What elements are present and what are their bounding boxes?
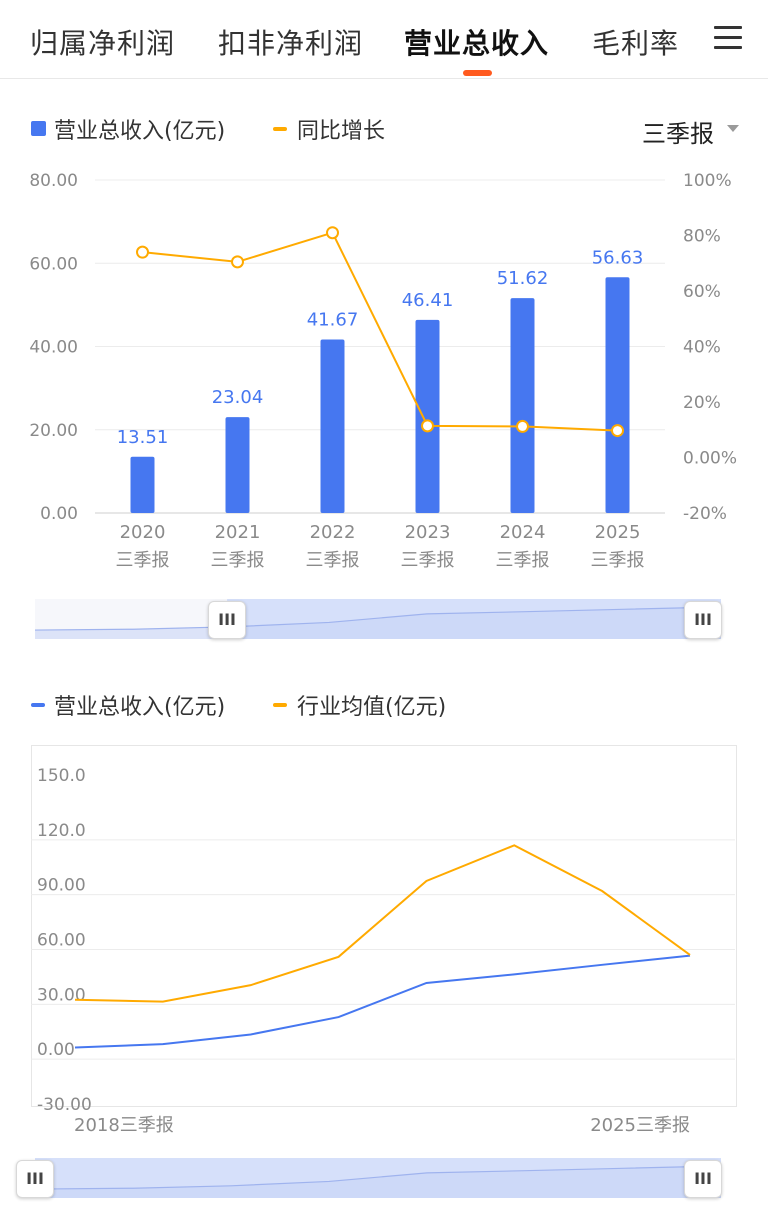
legend-revenue-line[interactable]: 营业总收入(亿元) bbox=[54, 695, 226, 720]
y-axis-tick-label: 30.00 bbox=[37, 985, 86, 1005]
x-axis-period-label: 三季报 bbox=[401, 550, 455, 571]
slider-area bbox=[35, 1166, 721, 1198]
bar-value-label: 41.67 bbox=[307, 310, 359, 331]
tab-deducted-net-profit[interactable]: 扣非净利润 bbox=[218, 27, 364, 60]
x-axis-period-label: 三季报 bbox=[496, 550, 550, 571]
revenue-bar bbox=[130, 456, 155, 513]
bar-value-label: 13.51 bbox=[117, 427, 169, 448]
period-select[interactable]: 三季报 bbox=[642, 120, 714, 148]
growth-point bbox=[611, 424, 624, 438]
y-axis-tick-label: 60.00 bbox=[37, 931, 86, 951]
bar-value-label: 56.63 bbox=[592, 247, 644, 268]
growth-point bbox=[421, 419, 434, 433]
line-chart-frame bbox=[31, 745, 737, 1107]
legend-growth-swatch bbox=[273, 127, 287, 131]
revenue-line bbox=[74, 954, 691, 1049]
right-axis-tick-label: 60% bbox=[683, 282, 721, 302]
slider-line bbox=[35, 606, 721, 631]
x-axis-year-label: 2020 bbox=[120, 522, 166, 543]
x-axis-year-label: 2025 bbox=[595, 522, 641, 543]
slider-preview bbox=[35, 1158, 721, 1198]
x-axis-year-label: 2023 bbox=[405, 522, 451, 543]
slider-handle-right[interactable]: III bbox=[684, 1160, 722, 1198]
legend-revenue-line-swatch bbox=[31, 703, 45, 707]
right-axis-tick-label: 80% bbox=[683, 227, 721, 247]
growth-point bbox=[516, 419, 529, 433]
growth-point bbox=[136, 245, 149, 259]
revenue-vs-industry-line-chart: -30.00 0.00 30.00 60.00 90.00 120.0 150.0 2018三… bbox=[31, 766, 735, 1136]
slider-handle-left[interactable]: III bbox=[16, 1160, 54, 1198]
revenue-bar bbox=[225, 417, 250, 513]
slider-handle-right[interactable]: III bbox=[684, 601, 722, 639]
bar-value-label: 23.04 bbox=[212, 387, 264, 408]
growth-point bbox=[326, 226, 339, 240]
revenue-bar bbox=[415, 319, 440, 513]
y-axis-tick-label: 120.0 bbox=[37, 821, 86, 841]
bar-value-label: 46.41 bbox=[402, 290, 454, 311]
legend-revenue[interactable]: 营业总收入(亿元) bbox=[54, 119, 226, 144]
growth-line bbox=[142, 231, 618, 432]
tab-total-revenue[interactable]: 营业总收入 bbox=[404, 27, 550, 60]
left-axis-tick-label: 80.00 bbox=[29, 171, 78, 191]
x-axis-end-label: 2025三季报 bbox=[590, 1115, 690, 1136]
left-axis-tick-label: 0.00 bbox=[40, 504, 78, 524]
legend-industry-average[interactable]: 行业均值(亿元) bbox=[297, 695, 447, 720]
slider-line bbox=[35, 1165, 721, 1190]
right-axis-tick-label: 40% bbox=[683, 338, 721, 358]
right-axis-tick-label: 20% bbox=[683, 393, 721, 413]
slider-preview bbox=[35, 599, 721, 639]
right-axis-tick-label: 100% bbox=[683, 171, 732, 191]
legend-industry-swatch bbox=[273, 703, 287, 707]
revenue-bar bbox=[320, 339, 345, 513]
slider-handle-left[interactable]: III bbox=[208, 601, 247, 639]
right-axis-tick-label: 0.00% bbox=[683, 449, 737, 469]
x-axis-period-label: 三季报 bbox=[211, 550, 265, 571]
x-axis-year-label: 2024 bbox=[500, 522, 546, 543]
tab-bar: 归属净利润 扣非净利润 营业总收入 毛利率 bbox=[0, 0, 768, 79]
y-axis-tick-label: -30.00 bbox=[37, 1095, 92, 1115]
tab-gross-margin[interactable]: 毛利率 bbox=[592, 27, 680, 60]
range-slider-1[interactable]: III III bbox=[35, 599, 722, 639]
range-slider-2[interactable]: III III bbox=[16, 1158, 722, 1198]
industry-average-line bbox=[74, 844, 691, 1003]
left-axis-tick-label: 20.00 bbox=[29, 421, 78, 441]
chevron-down-icon[interactable] bbox=[727, 125, 739, 132]
left-axis-tick-label: 40.00 bbox=[29, 338, 78, 358]
x-axis-start-label: 2018三季报 bbox=[74, 1115, 174, 1136]
legend-bar-swatch bbox=[31, 121, 46, 136]
x-axis-year-label: 2021 bbox=[215, 522, 261, 543]
y-axis-tick-label: 0.00 bbox=[37, 1040, 75, 1060]
y-axis-tick-label: 90.00 bbox=[37, 876, 86, 896]
left-axis-tick-label: 60.00 bbox=[29, 254, 78, 274]
x-axis-period-label: 三季报 bbox=[116, 550, 170, 571]
menu-icon[interactable] bbox=[712, 24, 744, 52]
x-axis-period-label: 三季报 bbox=[306, 550, 360, 571]
bar-value-label: 51.62 bbox=[497, 268, 549, 289]
tab-net-profit[interactable]: 归属净利润 bbox=[30, 27, 176, 60]
x-axis-period-label: 三季报 bbox=[591, 550, 645, 571]
slider-area bbox=[35, 607, 721, 639]
revenue-bar bbox=[605, 277, 630, 513]
legend-growth[interactable]: 同比增长 bbox=[297, 119, 386, 144]
y-axis-tick-label: 150.0 bbox=[37, 766, 86, 786]
active-tab-indicator bbox=[463, 70, 492, 76]
revenue-bar bbox=[510, 298, 535, 513]
right-axis-tick-label: -20% bbox=[683, 504, 727, 524]
growth-point bbox=[231, 255, 244, 269]
revenue-bar-chart: 0.00 20.00 40.00 60.00 80.00 -20% 0.00% 20% 40% 6… bbox=[29, 171, 737, 571]
x-axis-year-label: 2022 bbox=[310, 522, 356, 543]
